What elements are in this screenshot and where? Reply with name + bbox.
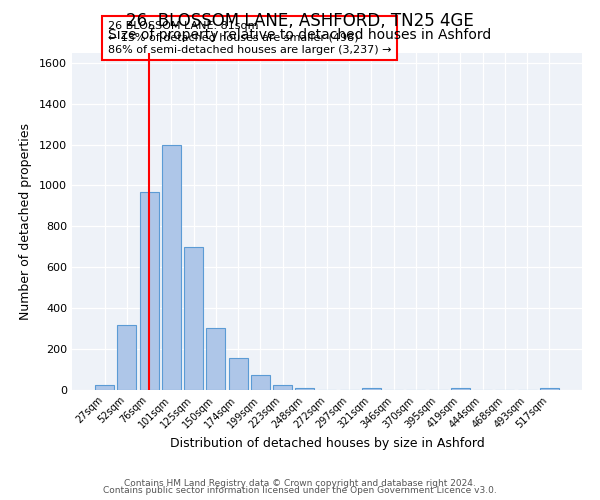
Bar [95, 385, 114, 390]
Bar [206, 328, 225, 390]
Bar [140, 192, 158, 390]
Bar [362, 388, 381, 390]
Text: Size of property relative to detached houses in Ashford: Size of property relative to detached ho… [109, 28, 491, 42]
Text: 26, BLOSSOM LANE, ASHFORD, TN25 4GE: 26, BLOSSOM LANE, ASHFORD, TN25 4GE [126, 12, 474, 30]
X-axis label: Distribution of detached houses by size in Ashford: Distribution of detached houses by size … [170, 437, 484, 450]
Bar [162, 144, 181, 390]
Bar [118, 324, 136, 390]
Bar [451, 388, 470, 390]
Text: 26 BLOSSOM LANE: 81sqm
← 13% of detached houses are smaller (498)
86% of semi-de: 26 BLOSSOM LANE: 81sqm ← 13% of detached… [108, 22, 391, 54]
Y-axis label: Number of detached properties: Number of detached properties [19, 122, 32, 320]
Text: Contains public sector information licensed under the Open Government Licence v3: Contains public sector information licen… [103, 486, 497, 495]
Bar [184, 247, 203, 390]
Bar [251, 374, 270, 390]
Text: Contains HM Land Registry data © Crown copyright and database right 2024.: Contains HM Land Registry data © Crown c… [124, 478, 476, 488]
Bar [273, 385, 292, 390]
Bar [295, 388, 314, 390]
Bar [229, 358, 248, 390]
Bar [540, 388, 559, 390]
